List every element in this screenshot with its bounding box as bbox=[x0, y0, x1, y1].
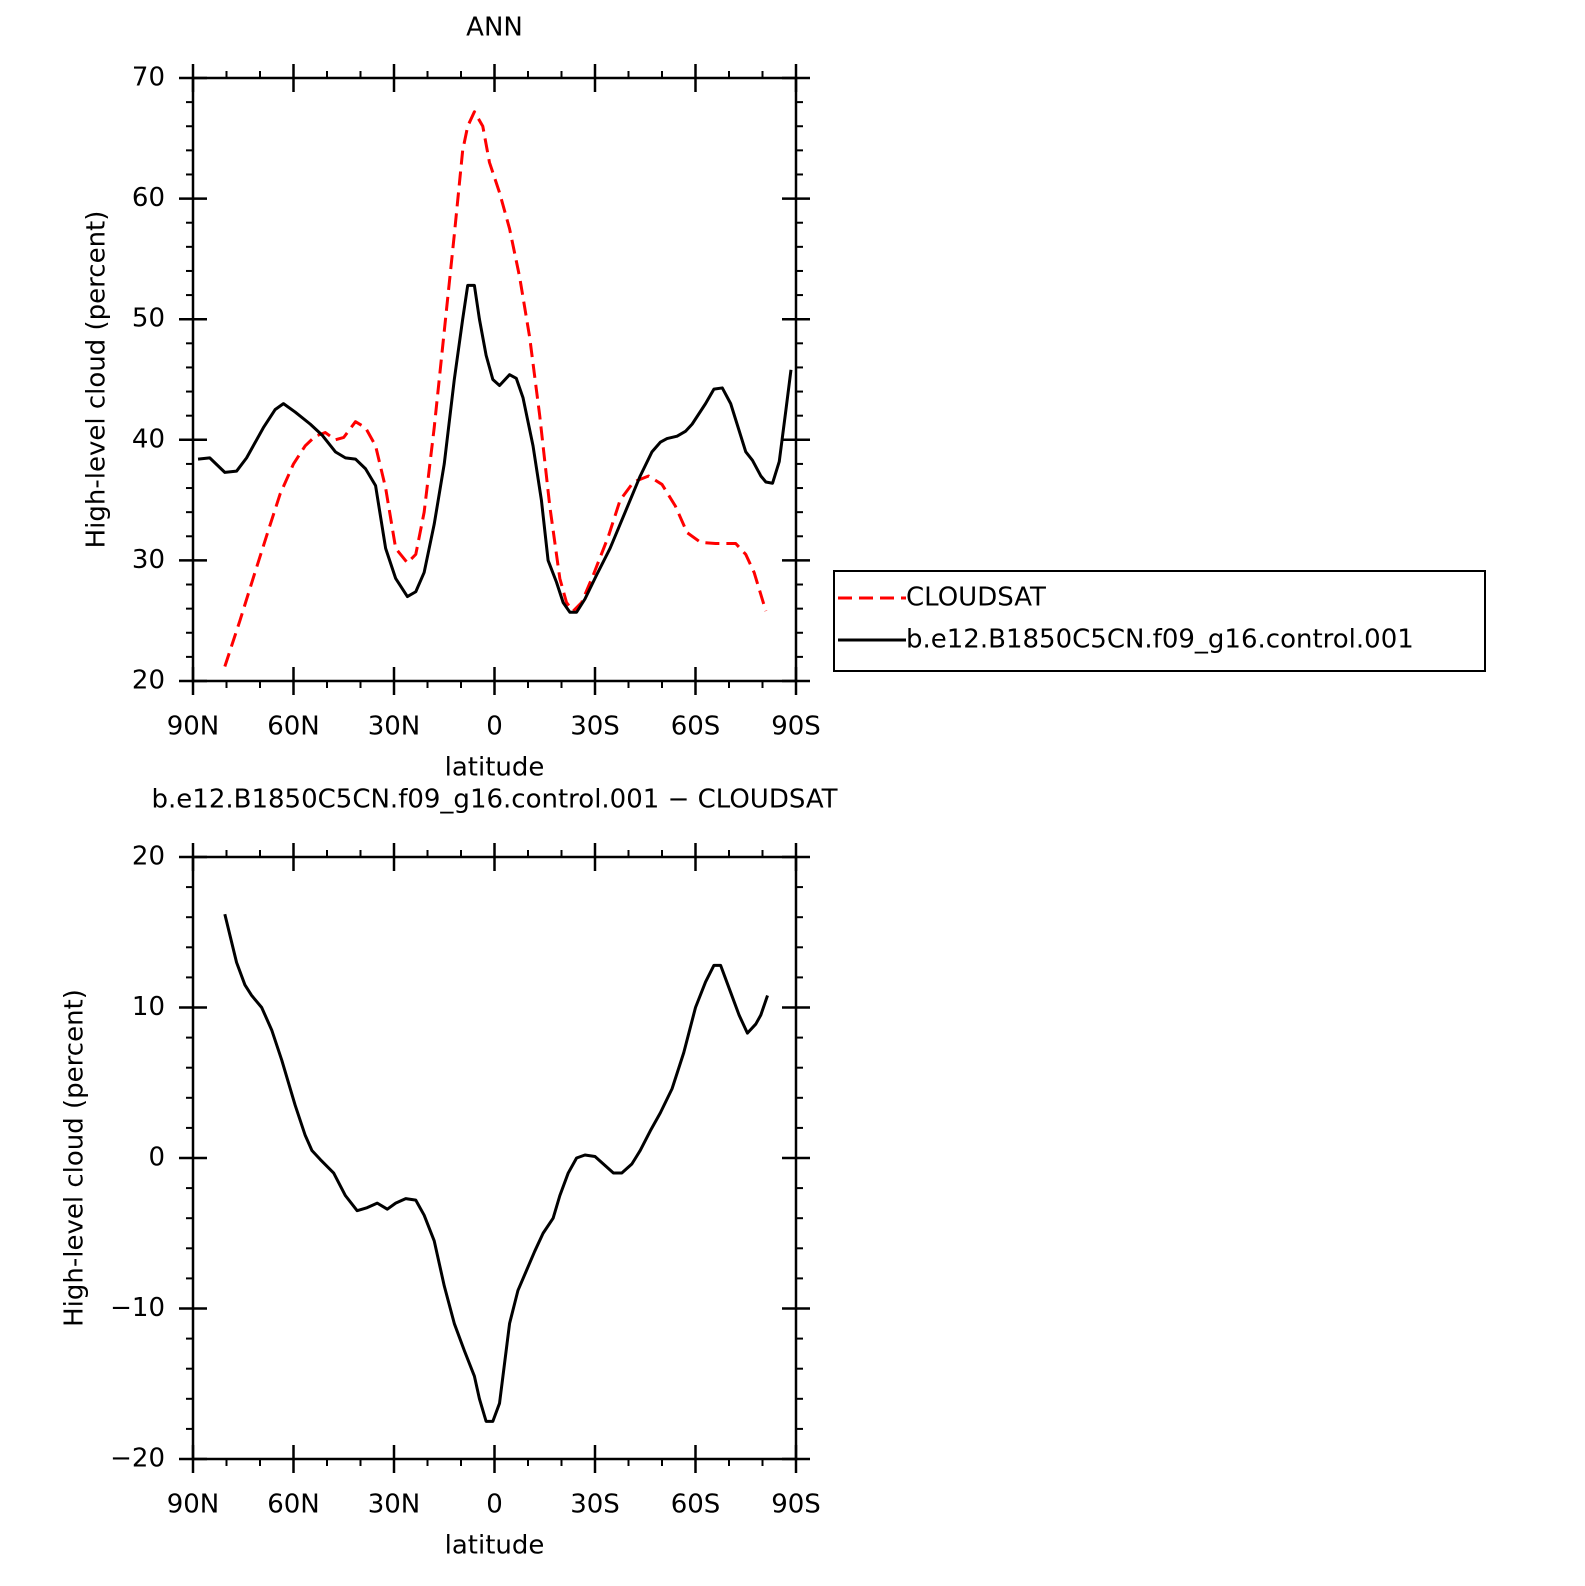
y-tick-label: −10 bbox=[110, 1293, 165, 1323]
x-tick-label: 30N bbox=[368, 1490, 421, 1520]
plot-frame bbox=[191, 855, 798, 1461]
data-line bbox=[223, 913, 769, 1423]
y-tick-label: 50 bbox=[132, 304, 165, 334]
x-tick-label: 60S bbox=[671, 712, 721, 742]
y-tick-label: 40 bbox=[132, 424, 165, 454]
x-tick-label: 30S bbox=[570, 1490, 620, 1520]
x-tick-label: 30S bbox=[570, 712, 620, 742]
y-axis-label: High-level cloud (percent) bbox=[82, 211, 112, 549]
x-tick-label: 90N bbox=[167, 1490, 220, 1520]
y-tick-label: 70 bbox=[132, 63, 165, 93]
y-tick-label: 60 bbox=[132, 183, 165, 213]
legend-label: b.e12.B1850C5CN.f09_g16.control.001 bbox=[906, 625, 1414, 655]
y-tick-label: −20 bbox=[110, 1444, 165, 1474]
x-tick-label: 90S bbox=[771, 712, 821, 742]
data-line bbox=[223, 110, 768, 667]
x-tick-label: 90N bbox=[167, 712, 220, 742]
x-tick-label: 60S bbox=[671, 1490, 721, 1520]
legend-box bbox=[833, 570, 1486, 672]
y-tick-label: 10 bbox=[132, 992, 165, 1022]
y-axis-label: High-level cloud (percent) bbox=[60, 989, 90, 1327]
x-tick-label: 60N bbox=[267, 712, 320, 742]
chart-title: ANN bbox=[466, 13, 523, 43]
chart-title: b.e12.B1850C5CN.f09_g16.control.001 − CL… bbox=[152, 785, 838, 815]
x-tick-label: 60N bbox=[267, 1490, 320, 1520]
x-tick-label: 0 bbox=[486, 1490, 503, 1520]
y-tick-label: 30 bbox=[132, 545, 165, 575]
plot-frame bbox=[191, 76, 798, 683]
y-tick-label: 20 bbox=[132, 842, 165, 872]
x-axis-label: latitude bbox=[445, 1531, 545, 1561]
y-tick-label: 20 bbox=[132, 666, 165, 696]
x-axis-label: latitude bbox=[445, 753, 545, 783]
legend-label: CLOUDSAT bbox=[906, 583, 1046, 613]
x-tick-label: 90S bbox=[771, 1490, 821, 1520]
x-tick-label: 0 bbox=[486, 712, 503, 742]
y-tick-label: 0 bbox=[148, 1143, 165, 1173]
x-tick-label: 30N bbox=[368, 712, 421, 742]
data-line bbox=[197, 283, 793, 614]
